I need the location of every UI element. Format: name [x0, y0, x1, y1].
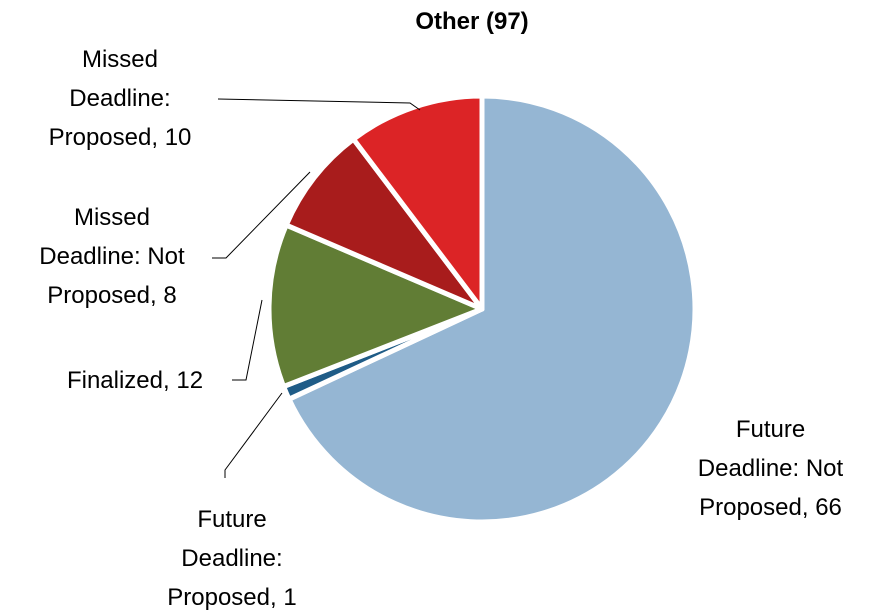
leader-line — [217, 98, 421, 111]
data-label: Finalized, 12 — [66, 367, 204, 394]
leader-line — [212, 171, 311, 259]
data-label: Future Deadline: Proposed, 1 — [167, 506, 297, 611]
data-label: Missed Deadline: Not Proposed, 8 — [39, 204, 185, 309]
data-label: Missed Deadline: Proposed, 10 — [48, 46, 192, 151]
leader-line — [224, 392, 283, 478]
leader-line — [232, 299, 263, 381]
chart-title: Other (97) — [415, 8, 529, 35]
pie-slice — [283, 136, 485, 312]
pie-slice — [350, 93, 485, 312]
pie-slice — [266, 222, 485, 390]
pie-slice — [286, 93, 698, 525]
data-label: Future Deadline: Not Proposed, 66 — [697, 416, 844, 521]
